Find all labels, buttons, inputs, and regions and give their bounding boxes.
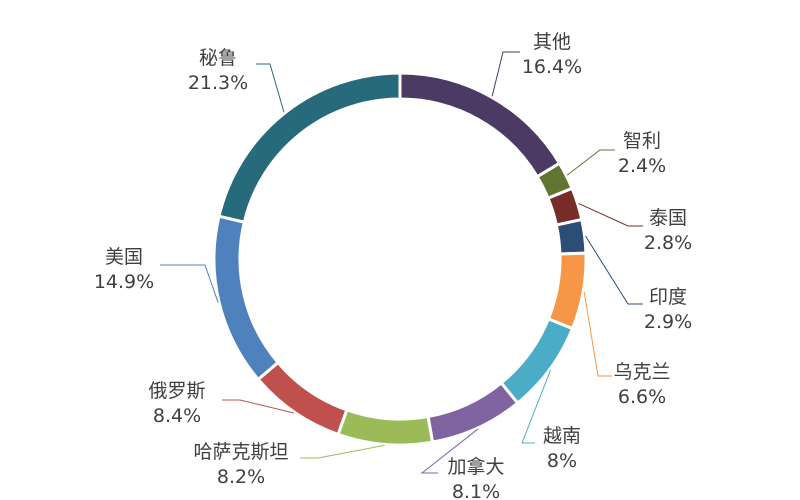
donut-segment-5: [546, 251, 588, 331]
slice-percentage: 2.4%: [618, 155, 666, 177]
slice-label-3: 泰国 2.8%: [644, 207, 692, 254]
slice-label-8: 哈萨克斯坦 8.2%: [193, 441, 288, 488]
donut-segment-6: [499, 316, 575, 406]
slice-name: 印度: [649, 286, 687, 308]
leader-line-8: [300, 444, 385, 459]
slice-label-7: 加拿大 8.1%: [447, 455, 504, 500]
slice-name: 智利: [623, 130, 661, 152]
leader-line-3: [578, 202, 643, 227]
donut-segment-10: [212, 214, 281, 382]
donut-segment-4: [554, 217, 588, 256]
leader-line-9: [222, 399, 295, 414]
leader-lines: [160, 51, 643, 474]
donut-segment-1: [398, 71, 562, 179]
slice-name: 泰国: [649, 207, 687, 229]
slice-percentage: 14.9%: [94, 271, 154, 293]
leader-line-6: [521, 369, 552, 444]
slice-percentage: 8.4%: [153, 405, 201, 427]
slice-percentage: 8%: [547, 450, 577, 472]
slice-name: 美国: [105, 246, 143, 268]
leader-line-11: [256, 63, 285, 113]
slice-labels: 其他 16.4% 智利 2.4% 泰国 2.8% 印度 2.9% 乌克兰 6.6% 越南 8% 加拿大 8…: [94, 31, 692, 500]
slice-percentage: 16.4%: [522, 56, 582, 78]
donut-segment-8: [336, 407, 435, 447]
leader-line-7: [420, 428, 479, 474]
slice-percentage: 2.8%: [644, 232, 692, 254]
slice-name: 哈萨克斯坦: [193, 441, 288, 463]
slice-percentage: 21.3%: [188, 72, 248, 94]
slice-label-6: 越南 8%: [543, 425, 581, 472]
leader-line-2: [566, 149, 615, 176]
slice-label-4: 印度 2.9%: [644, 286, 692, 333]
slice-name: 加拿大: [447, 455, 504, 478]
slice-percentage: 6.6%: [618, 386, 666, 408]
slice-label-2: 智利 2.4%: [618, 130, 666, 177]
leader-line-10: [160, 264, 219, 303]
leader-line-1: [491, 51, 520, 97]
slice-label-10: 美国 14.9%: [94, 246, 154, 293]
slice-label-1: 其他 16.4%: [522, 31, 582, 78]
slice-label-11: 秘鲁 21.3%: [188, 47, 248, 94]
slice-name: 其他: [533, 31, 571, 53]
slice-percentage: 8.1%: [452, 481, 500, 500]
donut-segments: [212, 71, 588, 447]
slice-percentage: 2.9%: [644, 311, 692, 333]
slice-name: 乌克兰: [613, 361, 670, 383]
leader-line-4: [585, 235, 643, 305]
slice-name: 俄罗斯: [148, 380, 205, 402]
slice-label-5: 乌克兰 6.6%: [613, 361, 670, 408]
slice-name: 越南: [543, 425, 581, 447]
slice-percentage: 8.2%: [217, 466, 265, 488]
slice-name: 秘鲁: [199, 47, 237, 69]
donut-segment-9: [256, 360, 349, 437]
leader-line-5: [583, 291, 612, 377]
slice-label-9: 俄罗斯 8.4%: [148, 380, 205, 427]
donut-segment-11: [217, 71, 402, 224]
